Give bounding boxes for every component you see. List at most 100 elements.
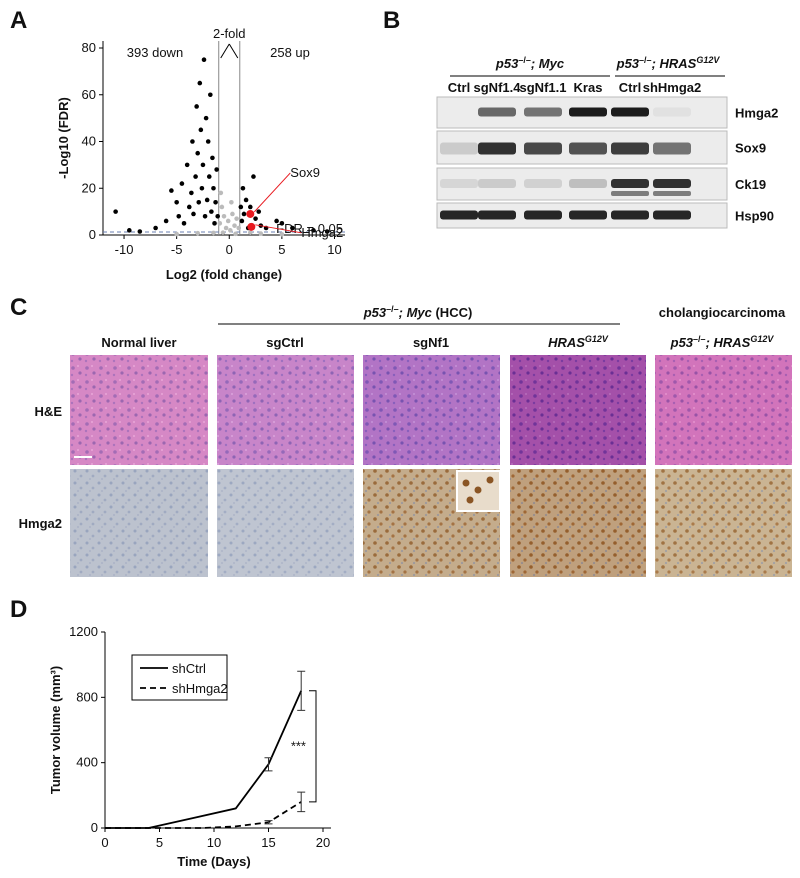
text: ; Myc [531, 56, 565, 71]
row-header: Hmga2 [19, 516, 62, 531]
point [127, 228, 132, 233]
ihc-image-tint [70, 469, 208, 577]
blot-band [569, 142, 607, 155]
y-tick-label: 80 [82, 40, 96, 55]
point [205, 139, 211, 144]
panel-label: C [10, 294, 27, 321]
point [220, 230, 226, 235]
blot-band [524, 210, 562, 220]
error-bar [297, 670, 306, 711]
x-tick-label: -10 [115, 242, 134, 257]
text: HRAS [548, 335, 585, 350]
blot-band [611, 210, 649, 220]
annotation: Hmga2 [301, 225, 343, 240]
he-image-tint [510, 355, 646, 465]
y-tick-label: 20 [82, 180, 96, 195]
blot-band [440, 179, 478, 188]
point [290, 225, 295, 231]
point [199, 185, 205, 191]
text: –/– [693, 334, 706, 344]
blot-band [478, 210, 516, 220]
point [195, 150, 200, 156]
point [241, 211, 247, 217]
point [193, 174, 198, 179]
point [239, 218, 245, 224]
x-tick-label: 0 [226, 242, 233, 257]
point [311, 228, 316, 233]
blot-band [611, 179, 649, 188]
ihc-image [217, 469, 354, 577]
point [189, 190, 194, 196]
x-tick-label: 20 [316, 835, 330, 850]
error-bar [264, 820, 273, 825]
point [248, 204, 253, 210]
point [198, 127, 204, 133]
point [200, 162, 206, 168]
y-tick-label: 0 [89, 227, 96, 242]
point [176, 214, 182, 219]
point [230, 211, 235, 217]
he-image [510, 355, 646, 465]
blot-band [611, 191, 649, 196]
inset-cell [474, 486, 482, 494]
point [218, 190, 224, 196]
row-header: H&E [35, 404, 63, 419]
he-image-tint [363, 355, 500, 465]
blot-band [653, 210, 691, 220]
point [225, 218, 231, 224]
text: –/– [639, 55, 652, 65]
highlight-point [247, 222, 256, 231]
down-label: 393 down [127, 45, 183, 60]
point [163, 218, 169, 224]
blot-band [478, 107, 516, 117]
point [210, 155, 215, 161]
point [186, 204, 192, 210]
y-tick-label: 1200 [69, 624, 98, 639]
protein-label: Hmga2 [735, 106, 778, 121]
legend-label: shHmga2 [172, 681, 228, 696]
lane-label: Kras [574, 80, 603, 95]
point [212, 221, 217, 226]
point [234, 216, 239, 221]
protein-label: Sox9 [735, 141, 766, 156]
error-bar [297, 791, 306, 813]
text: –/– [386, 304, 399, 314]
ihc-image-tint [217, 469, 354, 577]
blot-band [478, 142, 516, 155]
point [208, 92, 213, 98]
point [238, 204, 244, 210]
lane-label: Ctrl [619, 80, 641, 95]
point [274, 218, 279, 224]
lane-label: Ctrl [448, 80, 470, 95]
text: G12V [696, 55, 720, 65]
significance-bracket [309, 690, 317, 803]
x-tick-label: 5 [278, 242, 285, 257]
legend-label: shCtrl [172, 661, 206, 676]
he-image-tint [655, 355, 792, 465]
text: ; HRAS [652, 56, 697, 71]
blot-band [524, 142, 562, 155]
point [197, 80, 203, 86]
text: –/– [518, 55, 531, 65]
blot-band [653, 179, 691, 188]
panel-label: B [383, 7, 400, 34]
protein-label: Ck19 [735, 177, 766, 192]
point [215, 214, 220, 219]
legend-box [131, 654, 228, 701]
point [191, 211, 196, 217]
point [256, 209, 262, 214]
point [243, 197, 249, 203]
text: ; Myc [399, 305, 433, 320]
x-tick-label: 10 [207, 835, 221, 850]
text: p53 [495, 56, 519, 71]
series-line [105, 801, 302, 829]
inset-cell [462, 479, 470, 487]
x-tick-label: 10 [327, 242, 341, 257]
point [202, 214, 208, 219]
point [279, 231, 285, 237]
significance: *** [291, 738, 306, 753]
error-bar [264, 757, 273, 772]
text: (HCC) [432, 305, 472, 320]
